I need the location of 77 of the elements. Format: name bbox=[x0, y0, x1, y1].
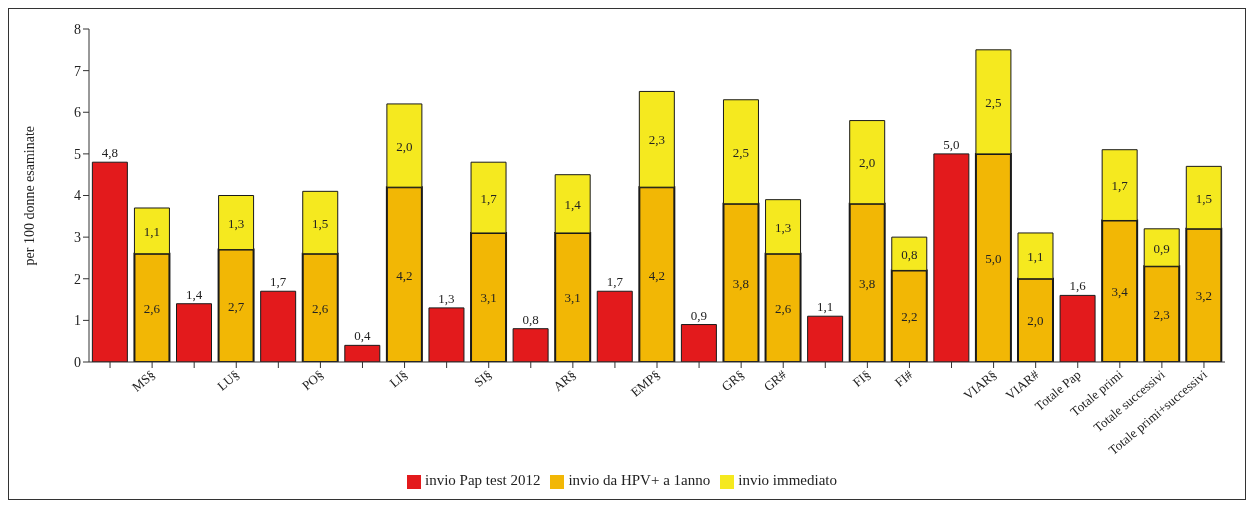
data-label: 0,4 bbox=[354, 328, 371, 344]
bar bbox=[260, 290, 297, 362]
x-tick-label: MS§ bbox=[129, 366, 159, 395]
data-label: 3,8 bbox=[732, 275, 750, 291]
x-tick-label: PO§ bbox=[298, 366, 327, 394]
data-label: 3,1 bbox=[480, 290, 497, 306]
data-label: 0,9 bbox=[1153, 240, 1170, 256]
y-tick-label: 3 bbox=[74, 230, 81, 246]
bar bbox=[512, 328, 549, 362]
y-axis-title: per 100 donne esaminate bbox=[21, 125, 37, 266]
data-label: 5,0 bbox=[985, 250, 1002, 266]
data-label: 1,7 bbox=[1111, 178, 1129, 194]
data-label: 1,1 bbox=[817, 299, 834, 315]
data-label: 2,3 bbox=[1153, 307, 1170, 323]
data-label: 3,1 bbox=[564, 290, 581, 306]
data-label: 4,2 bbox=[648, 267, 665, 283]
data-label: 1,5 bbox=[1195, 190, 1212, 206]
data-label: 2,0 bbox=[859, 155, 876, 171]
data-label: 5,0 bbox=[943, 136, 960, 152]
data-label: 3,2 bbox=[1195, 288, 1212, 304]
legend-label: invio Pap test 2012 bbox=[425, 472, 541, 488]
data-label: 1,3 bbox=[227, 215, 245, 231]
legend-label: invio immediato bbox=[738, 472, 837, 488]
bar bbox=[1059, 294, 1096, 362]
data-label: 2,5 bbox=[732, 144, 750, 160]
data-label: 3,8 bbox=[859, 275, 876, 291]
data-label: 0,8 bbox=[901, 246, 918, 262]
bar bbox=[91, 161, 128, 362]
data-label: 2,0 bbox=[1027, 313, 1044, 329]
x-tick-label: FI§ bbox=[849, 366, 874, 390]
data-label: 2,6 bbox=[312, 300, 329, 316]
x-tick-label: SI§ bbox=[471, 366, 495, 390]
y-tick-label: 8 bbox=[74, 21, 81, 37]
x-tick-label: AR§ bbox=[550, 366, 579, 395]
y-tick-label: 2 bbox=[74, 271, 81, 287]
data-label: 0,9 bbox=[690, 307, 708, 323]
bar bbox=[176, 303, 213, 362]
data-label: 1,7 bbox=[270, 274, 287, 290]
bar bbox=[428, 307, 465, 362]
data-label: 2,0 bbox=[396, 138, 413, 154]
y-tick-label: 4 bbox=[74, 188, 81, 204]
bar bbox=[344, 344, 381, 362]
x-tick-label: GR# bbox=[760, 366, 790, 395]
y-tick-label: 5 bbox=[74, 146, 81, 162]
data-label: 1,6 bbox=[1069, 278, 1087, 294]
y-tick-label: 6 bbox=[74, 105, 81, 121]
y-tick-label: 1 bbox=[74, 313, 81, 329]
bar bbox=[596, 290, 633, 362]
data-label: 1,4 bbox=[564, 196, 582, 212]
data-label: 0,8 bbox=[522, 311, 539, 327]
x-tick-label: GR§ bbox=[718, 366, 748, 395]
data-label: 2,6 bbox=[774, 300, 792, 316]
data-label: 4,8 bbox=[101, 145, 118, 161]
bar bbox=[680, 324, 717, 362]
data-label: 2,5 bbox=[985, 94, 1002, 110]
y-tick-label: 0 bbox=[74, 354, 81, 370]
data-label: 2,7 bbox=[227, 298, 245, 314]
data-label: 2,6 bbox=[143, 300, 161, 316]
data-label: 1,3 bbox=[438, 290, 455, 306]
data-label: 1,5 bbox=[312, 215, 329, 231]
data-label: 4,2 bbox=[396, 267, 413, 283]
data-label: 1,1 bbox=[1027, 248, 1044, 264]
data-label: 1,7 bbox=[606, 274, 624, 290]
x-tick-label: LU§ bbox=[214, 366, 243, 394]
data-label: 3,4 bbox=[1111, 284, 1129, 300]
x-tick-label: LI§ bbox=[386, 366, 411, 391]
legend-label: invio da HPV+ a 1anno bbox=[568, 472, 711, 488]
data-label: 1,1 bbox=[143, 223, 161, 239]
data-label: 2,2 bbox=[901, 309, 918, 325]
x-tick-label: FI# bbox=[891, 366, 916, 390]
y-tick-label: 7 bbox=[74, 63, 81, 79]
data-label: 1,3 bbox=[774, 219, 792, 235]
data-label: 1,4 bbox=[185, 286, 203, 302]
data-label: 1,7 bbox=[480, 190, 498, 206]
bar bbox=[933, 153, 970, 362]
data-label: 2,3 bbox=[648, 132, 665, 148]
bar bbox=[807, 315, 844, 362]
